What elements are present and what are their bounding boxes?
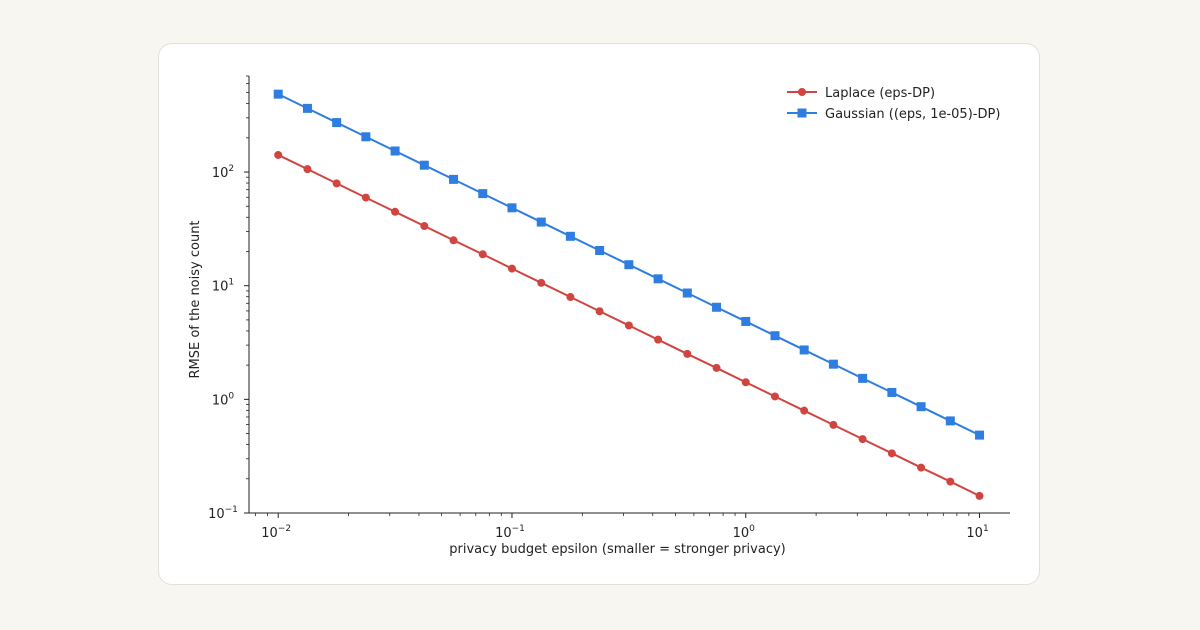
laplace-point — [771, 392, 780, 401]
chart-card: 10−2 10−1 100 101 10−1 100 101 102 Laplace (eps… — [158, 43, 1040, 585]
laplace-point — [303, 165, 312, 174]
gaussian-point — [858, 373, 868, 383]
laplace-point — [654, 335, 663, 344]
laplace-point — [887, 449, 896, 458]
x-tick-label: 100 — [733, 524, 756, 541]
series-layer — [273, 89, 985, 500]
gaussian-point — [799, 345, 809, 355]
gaussian-point — [419, 160, 429, 170]
legend-laplace-label: Laplace (eps-DP) — [825, 86, 935, 101]
gaussian-point — [770, 331, 780, 341]
gaussian-point — [565, 231, 575, 241]
legend: Laplace (eps-DP) Gaussian ((eps, 1e-05)-D… — [787, 86, 1000, 122]
gaussian-point — [536, 217, 546, 227]
gaussian-point — [478, 189, 488, 199]
gaussian-point — [361, 132, 371, 142]
y-tick-label: 101 — [212, 278, 234, 295]
laplace-point — [361, 193, 370, 202]
gaussian-point — [828, 359, 838, 369]
laplace-point — [274, 150, 283, 159]
y-axis-label: RMSE of the noisy count — [188, 220, 203, 378]
gaussian-point — [449, 174, 459, 184]
x-axis-label: privacy budget epsilon (smaller = strong… — [449, 542, 785, 557]
gaussian-point — [595, 246, 605, 256]
gaussian-point — [390, 146, 400, 156]
y-tick-label: 102 — [212, 164, 234, 181]
laplace-point — [507, 264, 516, 273]
gaussian-point — [507, 203, 517, 213]
y-tick-label: 100 — [212, 391, 235, 408]
laplace-point — [332, 179, 341, 188]
laplace-point — [391, 207, 400, 216]
laplace-point — [478, 250, 487, 259]
axes: 10−2 10−1 100 101 10−1 100 101 102 — [208, 75, 1010, 541]
gaussian-point — [916, 402, 926, 412]
gaussian-point — [332, 118, 342, 128]
laplace-point — [829, 420, 838, 429]
x-tick-label: 10−2 — [261, 524, 291, 541]
gaussian-point — [741, 316, 751, 326]
rmse-chart: 10−2 10−1 100 101 10−1 100 101 102 Laplace (eps… — [188, 75, 1010, 557]
gaussian-point — [273, 89, 283, 99]
gaussian-point — [945, 416, 955, 426]
laplace-point — [566, 293, 575, 302]
laplace-point — [858, 435, 867, 444]
x-tick-label: 101 — [966, 524, 988, 541]
legend-gaussian-label: Gaussian ((eps, 1e-05)-DP) — [825, 107, 1000, 122]
laplace-point — [800, 406, 809, 415]
laplace-point — [537, 278, 546, 287]
gaussian-point — [682, 288, 692, 298]
legend-laplace-marker — [798, 88, 806, 96]
gaussian-point — [302, 103, 312, 113]
laplace-point — [946, 477, 955, 486]
gaussian-point — [887, 387, 897, 397]
laplace-point — [624, 321, 633, 330]
gaussian-point — [712, 302, 722, 312]
x-tick-label: 10−1 — [495, 524, 525, 541]
laplace-point — [683, 349, 692, 358]
gaussian-point — [624, 260, 634, 270]
laplace-point — [917, 463, 926, 472]
y-tick-label: 10−1 — [208, 505, 238, 522]
laplace-point — [420, 222, 429, 231]
gaussian-point — [975, 430, 985, 440]
laplace-point — [449, 236, 458, 245]
legend-gaussian-marker — [797, 108, 807, 118]
laplace-point — [712, 363, 721, 372]
laplace-point — [975, 491, 984, 500]
laplace-point — [741, 378, 750, 387]
laplace-point — [595, 307, 604, 316]
gaussian-point — [653, 274, 663, 284]
